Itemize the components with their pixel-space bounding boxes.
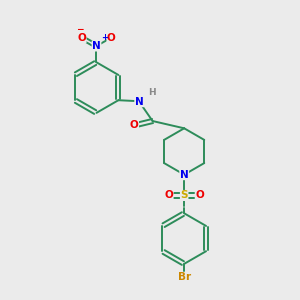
Text: N: N (180, 170, 189, 180)
Text: +: + (101, 33, 108, 42)
Text: S: S (180, 190, 188, 200)
Text: O: O (195, 190, 204, 200)
Text: Br: Br (178, 272, 191, 282)
Text: −: − (76, 25, 83, 34)
Text: O: O (77, 33, 86, 43)
Text: O: O (130, 121, 139, 130)
Text: H: H (148, 88, 156, 97)
Text: O: O (164, 190, 173, 200)
Text: N: N (92, 41, 101, 51)
Text: O: O (107, 33, 116, 43)
Text: N: N (135, 97, 144, 107)
